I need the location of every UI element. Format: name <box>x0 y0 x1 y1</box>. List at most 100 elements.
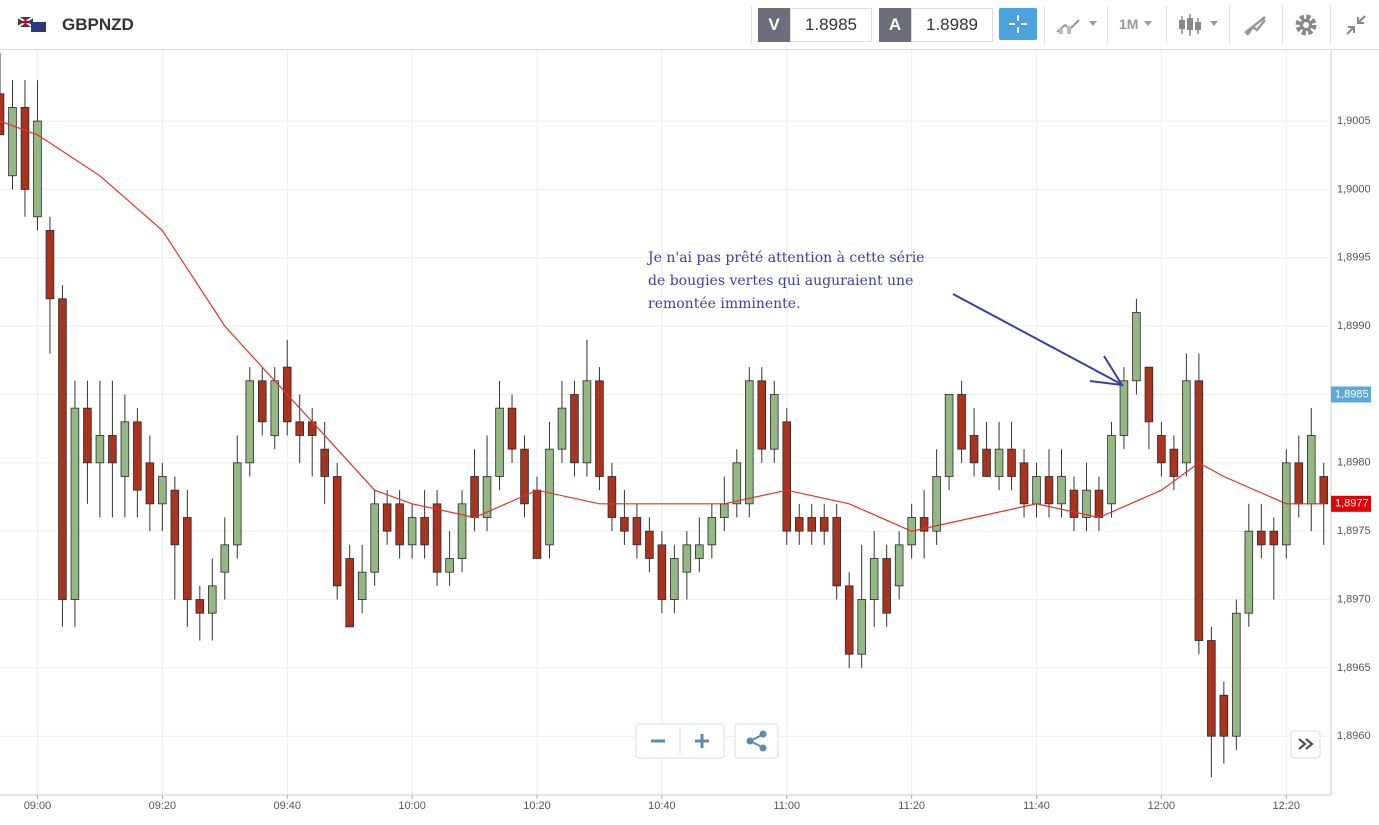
x-tick-label: 09:00 <box>24 800 52 812</box>
candle-body <box>83 407 92 464</box>
candle-body <box>295 421 304 436</box>
candle-body <box>320 448 329 477</box>
y-tick-label: 1,8980 <box>1337 457 1371 469</box>
y-tick-label: 1,8995 <box>1337 252 1371 264</box>
settings-button[interactable] <box>1293 12 1319 38</box>
candle-body <box>582 380 592 464</box>
candle-body <box>1269 530 1279 546</box>
candle-body <box>595 380 604 477</box>
candle-body <box>95 435 105 464</box>
candle-body <box>1119 380 1129 436</box>
candle-body <box>607 476 617 518</box>
candle-body <box>1057 476 1066 505</box>
moving-average-line <box>0 120 1324 532</box>
collapse-button[interactable] <box>1344 13 1368 37</box>
chart-type-button[interactable] <box>1055 14 1100 36</box>
x-tick-label: 09:20 <box>149 800 177 812</box>
zoom-in-button[interactable] <box>695 734 709 748</box>
price-marker <box>1331 495 1371 512</box>
candle-body <box>932 476 941 532</box>
x-tick-label: 09:40 <box>273 800 301 812</box>
candle-body <box>1032 476 1041 505</box>
timeframe[interactable]: 1M <box>1119 16 1139 32</box>
candle-body <box>869 558 879 600</box>
y-tick-label: 1,8975 <box>1337 525 1371 537</box>
candle-body <box>645 530 654 559</box>
candle-body <box>720 503 729 518</box>
candle-body <box>1007 448 1016 477</box>
y-tick-label: 1,8990 <box>1337 320 1371 332</box>
candle-body <box>145 462 155 505</box>
candle-body <box>1207 640 1216 737</box>
candle-body <box>495 407 504 477</box>
timeframe-caret[interactable] <box>1143 14 1155 36</box>
candle-style-button[interactable] <box>1178 12 1223 38</box>
candle-body <box>944 394 954 477</box>
buy-label[interactable]: A <box>879 8 911 42</box>
candle-body <box>1257 530 1266 546</box>
candle-body <box>158 476 167 505</box>
candle-body <box>133 421 142 491</box>
zoom-controls <box>635 723 1321 759</box>
candle-body <box>1294 462 1304 505</box>
y-tick-label: 1,8965 <box>1337 662 1371 674</box>
candle-body <box>345 558 354 628</box>
candle-body <box>245 380 255 464</box>
x-tick-label: 10:40 <box>648 800 676 812</box>
candle-body <box>570 394 579 464</box>
candle-body <box>832 517 841 587</box>
x-tick-label: 10:00 <box>398 800 426 812</box>
buy-price[interactable]: 1.8989 <box>911 8 993 42</box>
candle-body <box>1144 366 1154 423</box>
candle-body <box>1044 476 1054 505</box>
candle-body <box>782 421 792 532</box>
share-button[interactable] <box>734 723 779 759</box>
x-tick-label: 10:20 <box>523 800 551 812</box>
x-tick-label: 11:20 <box>898 800 925 812</box>
candle-body <box>1069 489 1079 518</box>
candle-body <box>370 503 379 573</box>
x-tick-label: 11:40 <box>1023 800 1050 812</box>
x-tick-label: 12:20 <box>1273 800 1301 812</box>
candle-body <box>682 544 692 573</box>
candle-body <box>557 407 567 450</box>
candle-body <box>707 517 717 546</box>
candle-body <box>520 448 529 505</box>
candle-body <box>632 517 642 546</box>
candle-body <box>20 107 30 190</box>
candle-body <box>1306 435 1316 505</box>
crosshair-button[interactable] <box>999 8 1037 40</box>
candle-body <box>1169 448 1179 477</box>
candle-body <box>1107 435 1116 505</box>
candle-body <box>732 462 742 505</box>
sell-label[interactable]: V <box>758 8 790 42</box>
candle-body <box>170 489 180 546</box>
candle-body <box>532 489 542 559</box>
y-tick-label: 1,9005 <box>1337 115 1371 127</box>
candle-body <box>1019 462 1029 505</box>
candle-body <box>1132 312 1141 382</box>
candle-body <box>757 380 767 450</box>
symbol: GBPNZD <box>62 15 134 34</box>
candle-body <box>33 120 42 218</box>
annotation-arrow <box>952 293 1122 385</box>
candle-body <box>894 544 904 587</box>
candle-body <box>994 448 1004 477</box>
annotation-text: Je n'ai pas prêté attention à cette séri… <box>646 249 924 266</box>
flag-icon <box>18 17 46 32</box>
candle-body <box>70 407 80 600</box>
candle-body <box>919 517 929 532</box>
candle-body <box>457 503 467 559</box>
candle-body <box>220 544 230 573</box>
candle-body <box>183 517 192 600</box>
candle-body <box>432 503 442 573</box>
draw-tool-button[interactable] <box>1243 13 1269 37</box>
x-tick-label: 11:00 <box>773 800 800 812</box>
candle-body <box>507 407 517 450</box>
candle-body <box>482 476 492 518</box>
candle-body <box>745 380 754 505</box>
price-marker-label: 1,8985 <box>1335 388 1369 400</box>
sell-price[interactable]: 1.8985 <box>790 8 872 42</box>
candle-body <box>1232 612 1241 737</box>
